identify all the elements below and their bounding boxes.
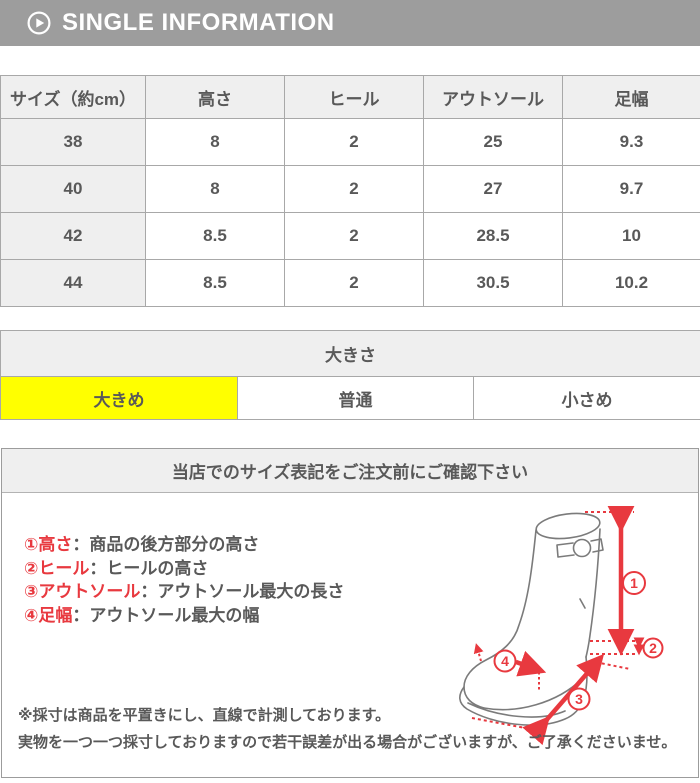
- cell-heel: 2: [284, 165, 424, 213]
- cell-height: 8.5: [145, 212, 285, 260]
- cell-height: 8: [145, 165, 285, 213]
- size-table-header-row: サイズ（約cm） 高さ ヒール アウトソール 足幅: [0, 75, 700, 119]
- cell-width: 10: [562, 212, 700, 260]
- fit-options-row: 大きめ 普通 小さめ: [0, 376, 700, 420]
- col-header-outsole: アウトソール: [423, 75, 563, 119]
- note-line: ※採寸は商品を平置きにし、直線で計測しております。: [18, 707, 391, 724]
- cell-outsole: 25: [423, 118, 563, 166]
- fit-scale-table: 大きさ 大きめ 普通 小さめ: [0, 330, 700, 420]
- cell-width: 10.2: [562, 259, 700, 307]
- measurement-legend: ①高さ：商品の後方部分の高さ ②ヒール：ヒールの高さ ③アウトソール：アウトソー…: [24, 533, 344, 627]
- marker-labels: 1 2 3 4: [493, 571, 664, 711]
- table-row: 44 8.5 2 30.5 10.2: [0, 259, 700, 307]
- col-header-heel: ヒール: [284, 75, 424, 119]
- legend-item-height: ①高さ：商品の後方部分の高さ: [24, 535, 260, 554]
- table-row: 40 8 2 27 9.7: [0, 165, 700, 213]
- marker-3-label: 3: [575, 691, 583, 707]
- table-row: 42 8.5 2 28.5 10: [0, 212, 700, 260]
- row-size-label: 42: [0, 212, 146, 260]
- page-title: SINGLE INFORMATION: [62, 9, 335, 36]
- play-circle-icon: [26, 10, 52, 36]
- cell-heel: 2: [284, 212, 424, 260]
- size-guide-title: 当店でのサイズ表記をご注文前にご確認下さい: [2, 449, 698, 493]
- fit-title-row: 大きさ: [0, 330, 700, 377]
- fit-option-large: 大きめ: [0, 376, 238, 420]
- size-spec-table: サイズ（約cm） 高さ ヒール アウトソール 足幅 38 8 2 25 9.3 …: [0, 75, 700, 307]
- col-header-height: 高さ: [145, 75, 285, 119]
- cell-width: 9.7: [562, 165, 700, 213]
- marker-2-label: 2: [649, 640, 657, 656]
- cell-outsole: 28.5: [423, 212, 563, 260]
- note-line: 実物を一つ一つ採寸しておりますので若干誤差が出る場合がございますが、ご了承くださ…: [18, 734, 677, 751]
- section-title-bar: SINGLE INFORMATION: [0, 0, 700, 46]
- legend-item-width: ④足幅：アウトソール最大の幅: [24, 605, 260, 625]
- boot-measurement-diagram: 1 2 3 4: [459, 505, 664, 745]
- legend-item-outsole: ③アウトソール：アウトソール最大の長さ: [24, 582, 345, 601]
- row-size-label: 40: [0, 165, 146, 213]
- table-row: 38 8 2 25 9.3: [0, 118, 700, 166]
- legend-item-heel: ②ヒール：ヒールの高さ: [24, 558, 209, 578]
- cell-heel: 2: [284, 259, 424, 307]
- fit-table-title: 大きさ: [0, 330, 700, 377]
- fit-option-normal: 普通: [237, 376, 474, 420]
- row-size-label: 38: [0, 118, 146, 166]
- row-size-label: 44: [0, 259, 146, 307]
- measurement-notes: ※採寸は商品を平置きにし、直線で計測しております。 実物を一つ一つ採寸しておりま…: [18, 702, 676, 756]
- cell-heel: 2: [284, 118, 424, 166]
- col-header-width: 足幅: [562, 75, 700, 119]
- marker-4-label: 4: [501, 653, 509, 669]
- col-header-size: サイズ（約cm）: [0, 75, 146, 119]
- cell-height: 8.5: [145, 259, 285, 307]
- cell-outsole: 30.5: [423, 259, 563, 307]
- size-guide-box: 当店でのサイズ表記をご注文前にご確認下さい ①高さ：商品の後方部分の高さ ②ヒー…: [1, 448, 699, 778]
- cell-width: 9.3: [562, 118, 700, 166]
- cell-height: 8: [145, 118, 285, 166]
- fit-option-small: 小さめ: [472, 376, 700, 420]
- marker-1-label: 1: [630, 575, 638, 591]
- cell-outsole: 27: [423, 165, 563, 213]
- measurement-arrows: [471, 505, 645, 745]
